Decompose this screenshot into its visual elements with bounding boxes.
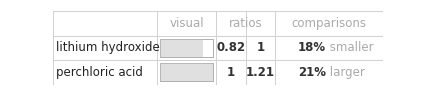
Text: 1: 1 [257,41,265,54]
Bar [160,63,213,81]
Text: 1: 1 [227,66,235,79]
Bar [160,39,213,57]
Text: 1.21: 1.21 [246,66,275,79]
Text: smaller: smaller [326,41,373,54]
Bar [160,63,213,81]
Text: 18%: 18% [298,41,326,54]
Text: lithium hydroxide: lithium hydroxide [57,41,160,54]
Bar [160,39,204,57]
Text: 21%: 21% [298,66,326,79]
Text: comparisons: comparisons [292,17,366,30]
Text: ratios: ratios [229,17,263,30]
Bar [160,63,213,81]
Text: 0.82: 0.82 [216,41,246,54]
Text: larger: larger [326,66,365,79]
Text: perchloric acid: perchloric acid [57,66,143,79]
Bar [160,39,213,57]
Text: visual: visual [169,17,204,30]
